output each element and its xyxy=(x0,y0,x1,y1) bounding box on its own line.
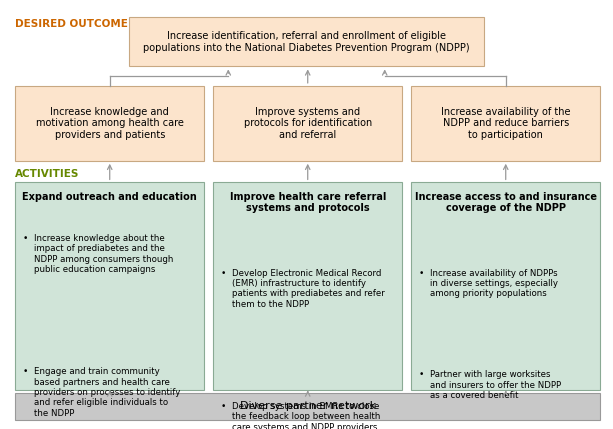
Text: •: • xyxy=(23,367,28,376)
Bar xyxy=(129,17,484,66)
Bar xyxy=(411,86,600,161)
Text: Engage and train community
based partners and health care
providers on processes: Engage and train community based partner… xyxy=(34,367,180,418)
Text: •: • xyxy=(221,269,226,278)
Text: Increase availability of NDPPs
in diverse settings, especially
among priority po: Increase availability of NDPPs in divers… xyxy=(430,269,558,298)
Text: Increase access to and insurance
coverage of the NDPP: Increase access to and insurance coverag… xyxy=(415,192,596,213)
Text: Improve systems and
protocols for identification
and referral: Improve systems and protocols for identi… xyxy=(243,107,372,140)
Text: Increase knowledge about the
impact of prediabetes and the
NDPP among consumers : Increase knowledge about the impact of p… xyxy=(34,234,173,274)
Bar xyxy=(213,86,402,161)
Text: Develop systems in EMRs to close
the feedback loop between health
care systems a: Develop systems in EMRs to close the fee… xyxy=(232,402,380,429)
Bar xyxy=(15,393,600,420)
Text: Increase identification, referral and enrollment of eligible
populations into th: Increase identification, referral and en… xyxy=(143,31,470,53)
Bar xyxy=(411,182,600,390)
Text: Increase knowledge and
motivation among health care
providers and patients: Increase knowledge and motivation among … xyxy=(36,107,184,140)
Text: •: • xyxy=(23,234,28,243)
Bar xyxy=(15,86,204,161)
Text: Diverse partner network: Diverse partner network xyxy=(240,402,376,411)
Text: Partner with large worksites
and insurers to offer the NDPP
as a covered benefit: Partner with large worksites and insurer… xyxy=(430,370,561,400)
Text: ACTIVITIES: ACTIVITIES xyxy=(15,169,80,179)
Text: •: • xyxy=(419,269,424,278)
Bar xyxy=(15,182,204,390)
Text: •: • xyxy=(419,370,424,379)
Text: DESIRED OUTCOME: DESIRED OUTCOME xyxy=(15,19,128,29)
Text: Improve health care referral
systems and protocols: Improve health care referral systems and… xyxy=(229,192,386,213)
Bar xyxy=(213,182,402,390)
Text: Increase availability of the
NDPP and reduce barriers
to participation: Increase availability of the NDPP and re… xyxy=(441,107,571,140)
Text: Expand outreach and education: Expand outreach and education xyxy=(22,192,197,202)
Text: •: • xyxy=(221,402,226,411)
Text: Develop Electronic Medical Record
(EMR) infrastructure to identify
patients with: Develop Electronic Medical Record (EMR) … xyxy=(232,269,384,309)
